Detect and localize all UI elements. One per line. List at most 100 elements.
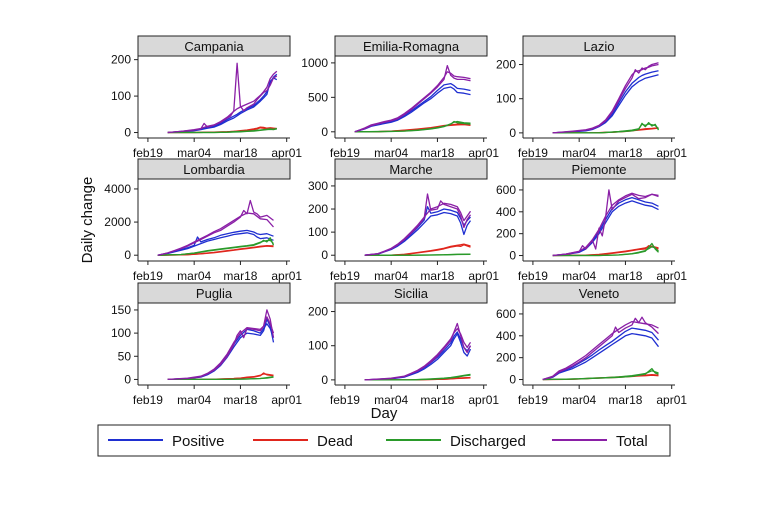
y-tick-label: 200 [496, 351, 516, 365]
series-line-total [167, 62, 278, 134]
x-tick-label: mar04 [562, 269, 596, 283]
y-tick-label: 0 [509, 126, 516, 140]
y-tick-label: 500 [308, 90, 328, 104]
panel-header [522, 282, 676, 304]
panel-title: Sicilia [394, 286, 429, 301]
y-axis-title: Daily change [79, 177, 96, 264]
y-tick-label: 100 [111, 326, 131, 340]
y-tick-label: 100 [111, 89, 131, 103]
x-tick-label: feb19 [330, 146, 360, 160]
panel-title: Lombardia [183, 162, 245, 177]
series-line-total [364, 202, 472, 256]
series-line-discharged [167, 127, 277, 134]
y-tick-label: 100 [308, 339, 328, 353]
panel-header [334, 158, 488, 180]
panel-header [137, 35, 291, 57]
y-tick-label: 0 [124, 248, 131, 262]
legend-label-total: Total [616, 433, 648, 450]
x-tick-label: mar04 [374, 146, 408, 160]
y-tick-label: 1000 [301, 56, 328, 70]
x-tick-label: mar18 [608, 269, 642, 283]
panel-campania: Campania 0 100 200 feb19 mar04 mar18 apr01 [111, 35, 302, 160]
series-line-total [354, 71, 471, 133]
y-tick-label: 0 [124, 372, 131, 386]
y-tick-label: 200 [308, 202, 328, 216]
series-line-positive [157, 229, 274, 256]
panel-veneto: Veneto 0 200 400 600 feb19 mar04 mar18 apr01 [496, 282, 687, 407]
panel-emilia-romagna: Emilia-Romagna 0 500 1000 feb19 mar04 mar18 apr… [301, 35, 499, 160]
series-line-positive [167, 323, 275, 381]
panel-title: Lazio [583, 39, 614, 54]
x-tick-label: mar18 [420, 146, 454, 160]
x-tick-label: apr01 [656, 393, 687, 407]
series-line-total [552, 192, 659, 257]
series-line-total [542, 316, 659, 381]
series-line-dead [157, 244, 274, 256]
y-tick-label: 50 [118, 349, 132, 363]
y-tick-label: 0 [509, 373, 516, 387]
x-tick-label: mar18 [608, 146, 642, 160]
x-tick-label: mar04 [177, 269, 211, 283]
y-tick-label: 400 [496, 329, 516, 343]
series-line-positive [364, 211, 472, 256]
series-line-positive [364, 333, 472, 381]
x-tick-label: mar04 [374, 269, 408, 283]
x-tick-label: mar18 [420, 393, 454, 407]
x-tick-label: feb19 [518, 393, 548, 407]
x-tick-label: mar18 [608, 393, 642, 407]
y-tick-label: 0 [321, 248, 328, 262]
series-line-dead [364, 243, 471, 256]
y-tick-label: 0 [509, 249, 516, 263]
x-tick-label: mar18 [223, 393, 257, 407]
x-tick-label: apr01 [271, 393, 302, 407]
y-tick-label: 0 [321, 373, 328, 387]
series-line-discharged [364, 253, 471, 256]
series-line-total [354, 64, 471, 133]
x-tick-label: feb19 [133, 146, 163, 160]
y-tick-label: 200 [111, 53, 131, 67]
series-line-discharged [167, 376, 274, 381]
y-tick-label: 200 [496, 58, 516, 72]
y-tick-label: 2000 [104, 215, 131, 229]
x-tick-label: apr01 [271, 269, 302, 283]
series-line-positive [542, 332, 660, 381]
series-line-total [167, 309, 275, 381]
series-line-discharged [552, 123, 659, 134]
x-tick-label: feb19 [133, 269, 163, 283]
panel-title: Emilia-Romagna [363, 39, 460, 54]
x-tick-label: feb19 [330, 269, 360, 283]
legend-label-discharged: Discharged [450, 433, 526, 450]
panel-lombardia: Lombardia 0 2000 4000 feb19 mar04 mar18 apr01 [104, 158, 302, 283]
panel-marche: Marche 0 100 200 300 feb19 mar04 mar18 apr01 [308, 158, 499, 283]
panel-header [522, 158, 676, 180]
x-tick-label: mar18 [420, 269, 454, 283]
x-tick-label: apr01 [468, 393, 499, 407]
series-line-total [552, 63, 659, 134]
panel-header [334, 282, 488, 304]
y-tick-label: 300 [308, 179, 328, 193]
y-tick-label: 0 [321, 125, 328, 139]
x-tick-label: mar04 [177, 393, 211, 407]
y-tick-label: 0 [124, 126, 131, 140]
panel-lazio: Lazio 0 100 200 feb19 mar04 mar18 apr01 [496, 35, 687, 160]
series-line-total [364, 327, 472, 381]
y-tick-label: 100 [308, 225, 328, 239]
series-line-discharged [552, 246, 659, 257]
series-line-positive [364, 206, 471, 256]
y-tick-label: 600 [496, 307, 516, 321]
panel-title: Marche [389, 162, 432, 177]
y-tick-label: 4000 [104, 182, 131, 196]
x-tick-label: mar04 [374, 393, 408, 407]
series-line-positive [552, 74, 659, 134]
x-tick-label: apr01 [271, 146, 302, 160]
legend-label-dead: Dead [317, 433, 353, 450]
x-tick-label: apr01 [656, 146, 687, 160]
panel-header [137, 158, 291, 180]
x-tick-label: apr01 [468, 269, 499, 283]
series-line-positive [552, 196, 659, 257]
series-line-discharged [157, 239, 274, 256]
series-line-total [167, 70, 278, 134]
series-line-discharged [354, 120, 471, 133]
panel-title: Piemonte [572, 162, 627, 177]
series-line-positive [167, 318, 275, 381]
